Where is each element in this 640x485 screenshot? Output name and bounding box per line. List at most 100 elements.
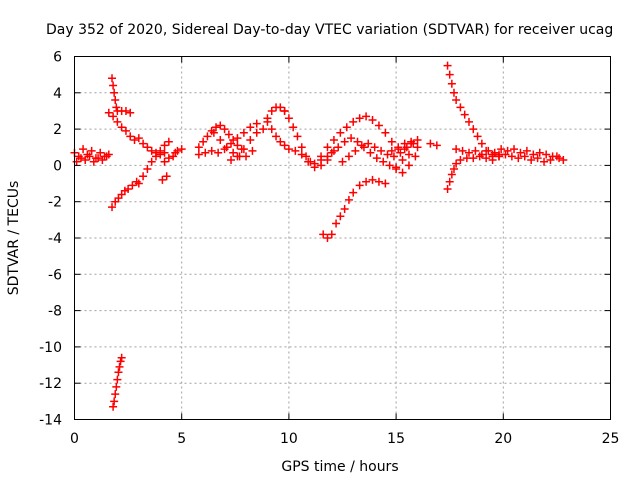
data-point [400, 139, 409, 148]
data-point [239, 145, 248, 154]
data-point [514, 154, 523, 163]
data-point [349, 188, 358, 197]
x-axis-label: GPS time / hours [281, 459, 398, 475]
data-point [284, 114, 293, 123]
data-point [381, 179, 390, 188]
data-point [134, 134, 143, 143]
data-point [362, 177, 371, 186]
data-point [177, 145, 186, 154]
x-tick-label: 25 [602, 431, 620, 447]
data-point [194, 150, 203, 159]
data-point [477, 150, 486, 159]
data-point [323, 234, 332, 242]
data-point [443, 61, 452, 70]
data-point [447, 170, 456, 179]
data-point [355, 181, 364, 190]
data-point [263, 117, 272, 126]
y-tick-label: -10 [39, 340, 62, 356]
data-point [379, 157, 388, 166]
data-point [246, 123, 255, 132]
data-point [280, 141, 289, 150]
data-point [121, 106, 130, 115]
data-point [473, 132, 482, 141]
data-point [501, 150, 510, 159]
data-point [533, 154, 542, 163]
data-point [113, 375, 122, 384]
data-point [94, 154, 103, 163]
data-point [216, 121, 225, 130]
data-point [471, 146, 480, 155]
y-tick-labels: -14 -12 -10 -8 -6 -4 -2 0 2 4 6 [39, 50, 62, 429]
y-tick-label: -4 [48, 231, 62, 247]
y-tick-label: -2 [48, 195, 62, 211]
data-point [229, 148, 238, 157]
data-point [407, 137, 416, 146]
data-point [227, 139, 236, 148]
data-point [469, 125, 478, 134]
series-arc-8 [134, 137, 173, 188]
data-point [449, 88, 458, 97]
data-point [76, 154, 85, 163]
data-point [336, 212, 345, 221]
data-point [203, 132, 212, 141]
series-arc-21 [387, 137, 422, 172]
data-point [445, 177, 454, 186]
data-point [111, 96, 120, 105]
data-point [527, 155, 536, 164]
data-point [72, 157, 81, 166]
data-point [248, 146, 257, 155]
data-point [362, 112, 371, 121]
data-point [464, 148, 473, 157]
series-arc-19 [338, 139, 418, 166]
data-point [385, 161, 394, 170]
y-tick-label: -6 [48, 267, 62, 283]
data-point [323, 143, 332, 152]
data-point [383, 150, 392, 159]
data-point [242, 152, 251, 161]
data-point [540, 157, 549, 166]
data-point [302, 152, 311, 161]
data-point [121, 126, 130, 135]
series-arc-26 [488, 150, 561, 166]
data-point [199, 137, 208, 146]
data-point [452, 159, 461, 168]
data-point [109, 112, 118, 121]
data-point [164, 137, 173, 146]
data-point [209, 128, 218, 137]
data-point [319, 230, 328, 239]
data-point [372, 154, 381, 163]
series-arc-24 [443, 150, 504, 193]
data-point [334, 143, 343, 152]
series-arc-4 [104, 108, 139, 144]
series-arc-20 [319, 175, 390, 242]
series-arc-9 [158, 154, 173, 184]
data-point [114, 368, 123, 377]
series-arc-2 [72, 152, 111, 166]
y-tick-label: -12 [39, 376, 62, 392]
data-point [276, 137, 285, 146]
data-point [392, 163, 401, 172]
data-point [139, 172, 148, 181]
data-point [111, 390, 120, 399]
x-tick-label: 20 [494, 431, 512, 447]
data-point [347, 134, 356, 143]
data-point [456, 103, 465, 112]
data-point [162, 172, 171, 181]
data-point [297, 150, 306, 159]
data-point [340, 204, 349, 213]
data-point [128, 181, 137, 190]
y-tick-label: 4 [53, 86, 62, 102]
series-arc-6 [109, 353, 126, 411]
data-point [306, 157, 315, 166]
x-tick-label: 0 [70, 431, 79, 447]
data-point [387, 146, 396, 155]
data-point [338, 157, 347, 166]
data-point [529, 150, 538, 159]
x-tick-label: 15 [387, 431, 405, 447]
data-point [447, 79, 456, 88]
data-point [398, 155, 407, 164]
data-point [143, 143, 152, 152]
data-point [79, 145, 88, 154]
data-point [252, 128, 261, 137]
data-point [109, 402, 118, 411]
